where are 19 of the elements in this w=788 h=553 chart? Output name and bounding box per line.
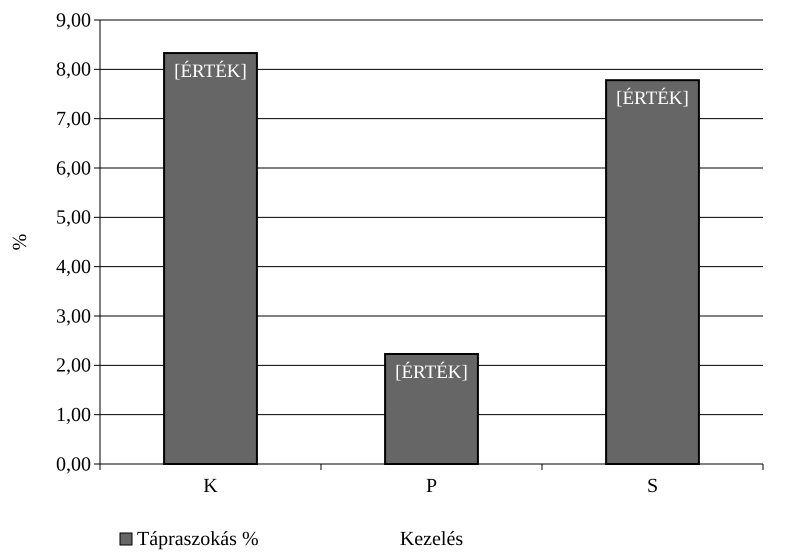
x-tick-label: P bbox=[426, 475, 438, 498]
data-label: [ÉRTÉK] bbox=[395, 360, 468, 383]
y-axis-title: % bbox=[9, 234, 31, 250]
x-tick-label: S bbox=[646, 475, 658, 498]
y-tick-label: 0,00 bbox=[56, 453, 91, 476]
x-tick-label: K bbox=[203, 475, 218, 498]
legend-label: Tápraszokás % bbox=[137, 528, 259, 550]
y-tick-label: 9,00 bbox=[56, 9, 91, 32]
y-tick-label: 4,00 bbox=[56, 256, 91, 278]
y-tick-label: 5,00 bbox=[56, 206, 91, 229]
y-tick-label: 8,00 bbox=[56, 58, 91, 81]
data-label: [ÉRTÉK] bbox=[616, 87, 689, 110]
y-tick-label: 3,00 bbox=[56, 305, 91, 328]
y-tick-label: 6,00 bbox=[56, 157, 91, 180]
y-tick-label: 1,00 bbox=[56, 404, 91, 426]
y-tick-label: 7,00 bbox=[56, 108, 91, 130]
y-tick-label: 2,00 bbox=[56, 354, 91, 377]
data-label: [ÉRTÉK] bbox=[174, 60, 247, 82]
x-axis-title: Kezelés bbox=[400, 528, 464, 550]
